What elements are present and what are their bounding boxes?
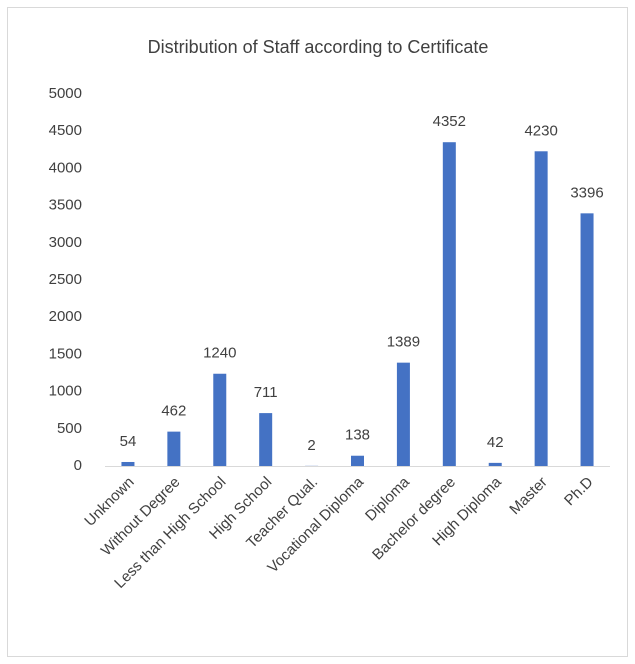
data-label: 462	[161, 403, 186, 420]
y-tick-label: 500	[57, 420, 82, 437]
bar	[534, 151, 548, 466]
y-tick-label: 1000	[49, 383, 82, 400]
data-label: 4230	[524, 122, 557, 139]
y-tick-label: 0	[74, 457, 82, 474]
bar	[213, 373, 227, 466]
y-tick-label: 2500	[49, 271, 82, 288]
bar	[488, 462, 502, 466]
data-label: 1389	[387, 334, 420, 351]
bar	[351, 455, 364, 466]
y-tick-label: 2000	[49, 308, 82, 325]
bar	[580, 213, 594, 466]
bar	[259, 413, 273, 466]
data-label: 3396	[570, 184, 603, 201]
data-label: 711	[254, 384, 278, 401]
bar	[167, 431, 181, 466]
bar	[442, 142, 456, 467]
y-tick-label: 5000	[49, 85, 82, 102]
data-label: 54	[120, 433, 137, 450]
data-label: 42	[487, 434, 504, 451]
chart-border	[7, 7, 628, 657]
data-label: 4352	[433, 113, 466, 130]
data-label: 138	[345, 427, 370, 444]
bar	[396, 362, 410, 466]
y-tick-label: 4000	[49, 159, 82, 176]
y-tick-label: 3000	[49, 234, 82, 251]
y-tick-label: 4500	[49, 122, 82, 139]
data-label: 1240	[203, 345, 236, 362]
chart-title: Distribution of Staff according to Certi…	[148, 37, 489, 57]
data-label: 2	[307, 437, 315, 454]
bar	[121, 461, 135, 466]
y-tick-label: 3500	[49, 197, 82, 214]
y-tick-label: 1500	[49, 345, 82, 362]
